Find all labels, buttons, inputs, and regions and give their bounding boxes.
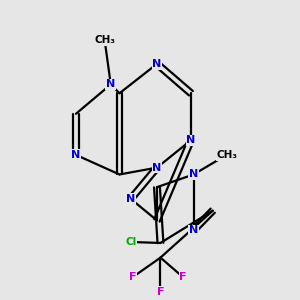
Text: N: N [186,135,196,145]
Text: F: F [129,272,136,282]
Text: N: N [152,163,162,172]
Text: N: N [71,150,80,160]
Text: CH₃: CH₃ [94,35,115,45]
Text: N: N [126,194,136,204]
Text: F: F [157,287,164,297]
Text: CH₃: CH₃ [216,150,237,160]
Text: Cl: Cl [125,237,136,247]
Text: N: N [189,225,198,235]
Text: N: N [106,80,116,89]
Text: N: N [152,59,162,69]
Text: N: N [189,169,198,179]
Text: F: F [179,272,187,282]
